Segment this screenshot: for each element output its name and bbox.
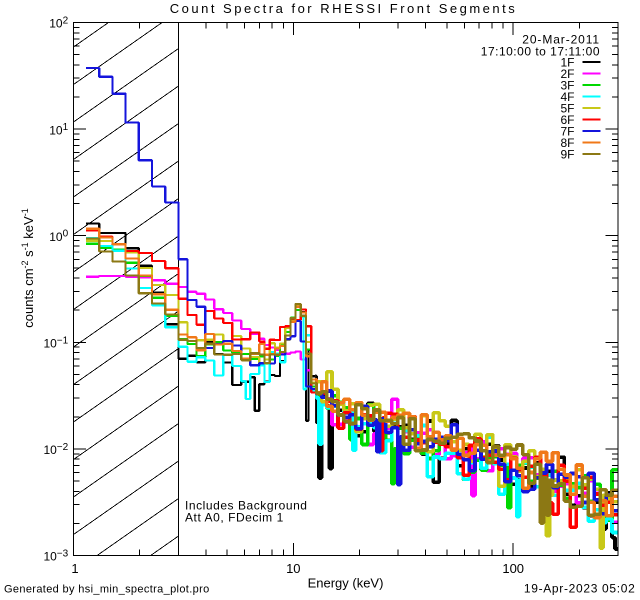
svg-text:4F: 4F xyxy=(560,90,574,104)
svg-text:10: 10 xyxy=(49,123,63,137)
svg-text:1F: 1F xyxy=(560,56,574,70)
svg-text:Includes Background: Includes Background xyxy=(185,499,308,513)
svg-text:10: 10 xyxy=(43,337,57,351)
svg-text:2F: 2F xyxy=(560,67,574,81)
svg-text:Energy (keV): Energy (keV) xyxy=(308,576,384,591)
svg-text:−2: −2 xyxy=(57,442,69,453)
svg-text:20-Mar-2011: 20-Mar-2011 xyxy=(522,33,600,47)
svg-text:19-Apr-2023 05:02: 19-Apr-2023 05:02 xyxy=(524,582,636,596)
svg-text:10: 10 xyxy=(49,17,63,31)
svg-text:100: 100 xyxy=(502,561,524,576)
svg-text:10: 10 xyxy=(43,443,57,457)
svg-text:−3: −3 xyxy=(57,549,69,560)
svg-text:7F: 7F xyxy=(560,125,574,139)
svg-text:2: 2 xyxy=(63,16,69,27)
svg-text:1: 1 xyxy=(63,122,69,133)
svg-text:9F: 9F xyxy=(560,148,574,162)
svg-text:Att A0, FDecim 1: Att A0, FDecim 1 xyxy=(185,511,284,525)
svg-text:8F: 8F xyxy=(560,136,574,150)
svg-text:3F: 3F xyxy=(560,79,574,93)
svg-text:6F: 6F xyxy=(560,113,574,127)
svg-text:5F: 5F xyxy=(560,102,574,116)
svg-text:Generated by hsi_min_spectra_p: Generated by hsi_min_spectra_plot.pro xyxy=(4,584,210,596)
svg-text:counts cm-2 s-1 keV-1: counts cm-2 s-1 keV-1 xyxy=(20,208,36,327)
svg-text:Count Spectra for RHESSI Front: Count Spectra for RHESSI Front Segments xyxy=(170,1,518,16)
svg-text:1: 1 xyxy=(71,561,78,576)
svg-text:10: 10 xyxy=(286,561,300,576)
svg-text:10: 10 xyxy=(49,230,63,244)
svg-text:10: 10 xyxy=(43,550,57,564)
svg-text:17:10:00 to 17:11:00: 17:10:00 to 17:11:00 xyxy=(481,45,600,59)
svg-text:0: 0 xyxy=(63,229,69,240)
svg-text:−1: −1 xyxy=(57,335,69,346)
